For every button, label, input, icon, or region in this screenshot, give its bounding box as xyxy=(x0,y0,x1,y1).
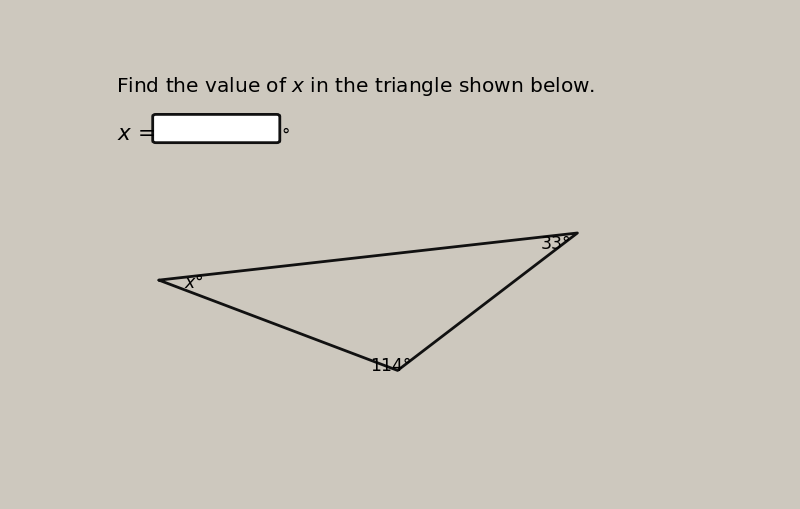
Text: °: ° xyxy=(282,126,290,144)
Text: 114°: 114° xyxy=(370,356,411,374)
FancyBboxPatch shape xyxy=(153,115,280,144)
Text: $x$°: $x$° xyxy=(184,273,203,292)
Text: 33°: 33° xyxy=(540,234,571,252)
Text: Find the value of $x$ in the triangle shown below.: Find the value of $x$ in the triangle sh… xyxy=(115,75,594,98)
Text: $x$ =: $x$ = xyxy=(118,124,155,144)
